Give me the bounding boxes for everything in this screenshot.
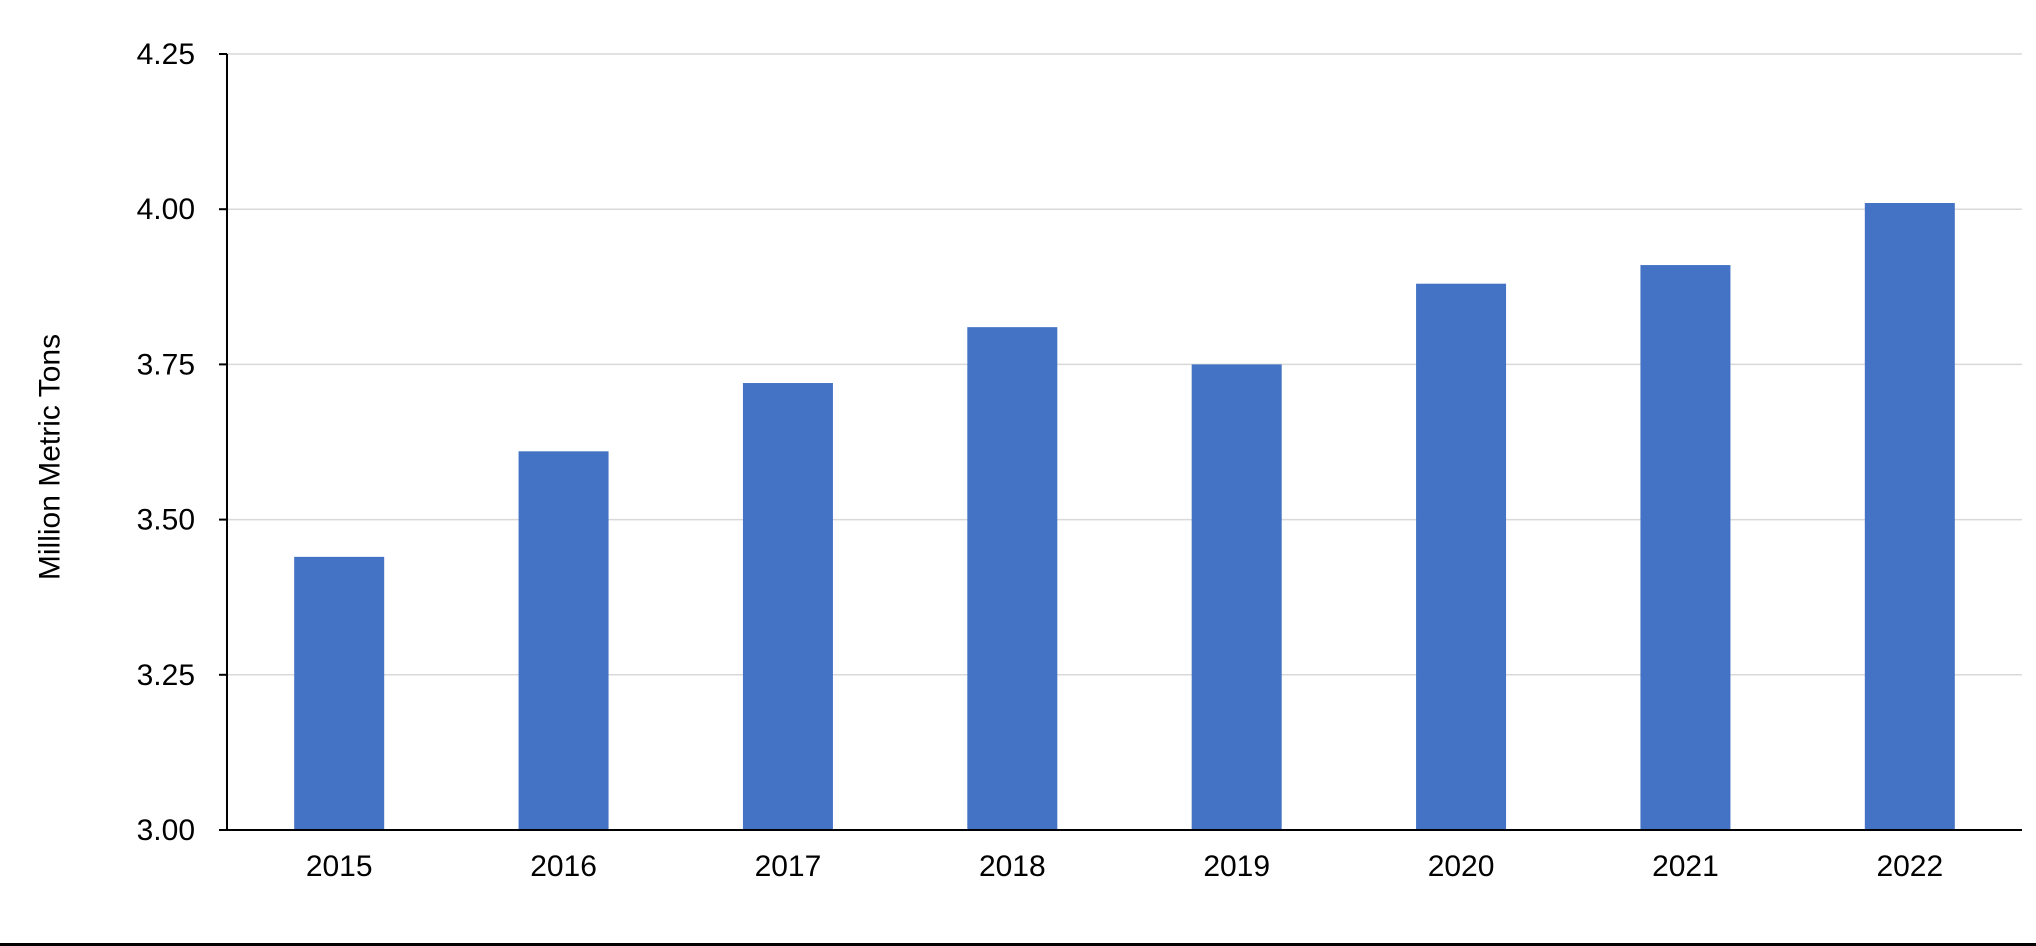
bar-2022 [1864,202,1955,830]
gridlines [227,53,2022,676]
x-tick-label: 2016 [530,850,597,883]
bar-2021 [1640,265,1731,830]
x-tick-label: 2020 [1428,850,1495,883]
x-tick-label: 2017 [755,850,822,883]
bar-2018 [967,327,1058,830]
x-tick-label: 2022 [1876,850,1943,883]
y-tick-label: 3.25 [137,659,195,692]
y-tick-label: 3.75 [137,348,195,381]
x-tick-label: 2015 [306,850,373,883]
x-tick-label: 2018 [979,850,1046,883]
x-tick-label: 2021 [1652,850,1719,883]
y-tick-label: 3.00 [137,814,195,847]
y-tick-label: 3.50 [137,504,195,537]
x-tick-labels: 2015 2016 2017 2018 2019 2020 2021 2022 [306,850,1943,883]
bar-2015 [294,556,385,830]
y-axis-title: Million Metric Tons [34,334,67,580]
bar-2017 [742,383,833,830]
bar-2016 [518,451,609,830]
axes [219,54,2022,831]
bar-2020 [1416,283,1507,830]
bars [294,202,1955,830]
x-tick-label: 2019 [1203,850,1270,883]
bar-2019 [1191,364,1282,830]
y-tick-label: 4.25 [137,38,195,71]
y-tick-labels: 3.00 3.25 3.50 3.75 4.00 4.25 [137,38,227,847]
bottom-divider [0,943,2036,946]
y-tick-label: 4.00 [137,193,195,226]
